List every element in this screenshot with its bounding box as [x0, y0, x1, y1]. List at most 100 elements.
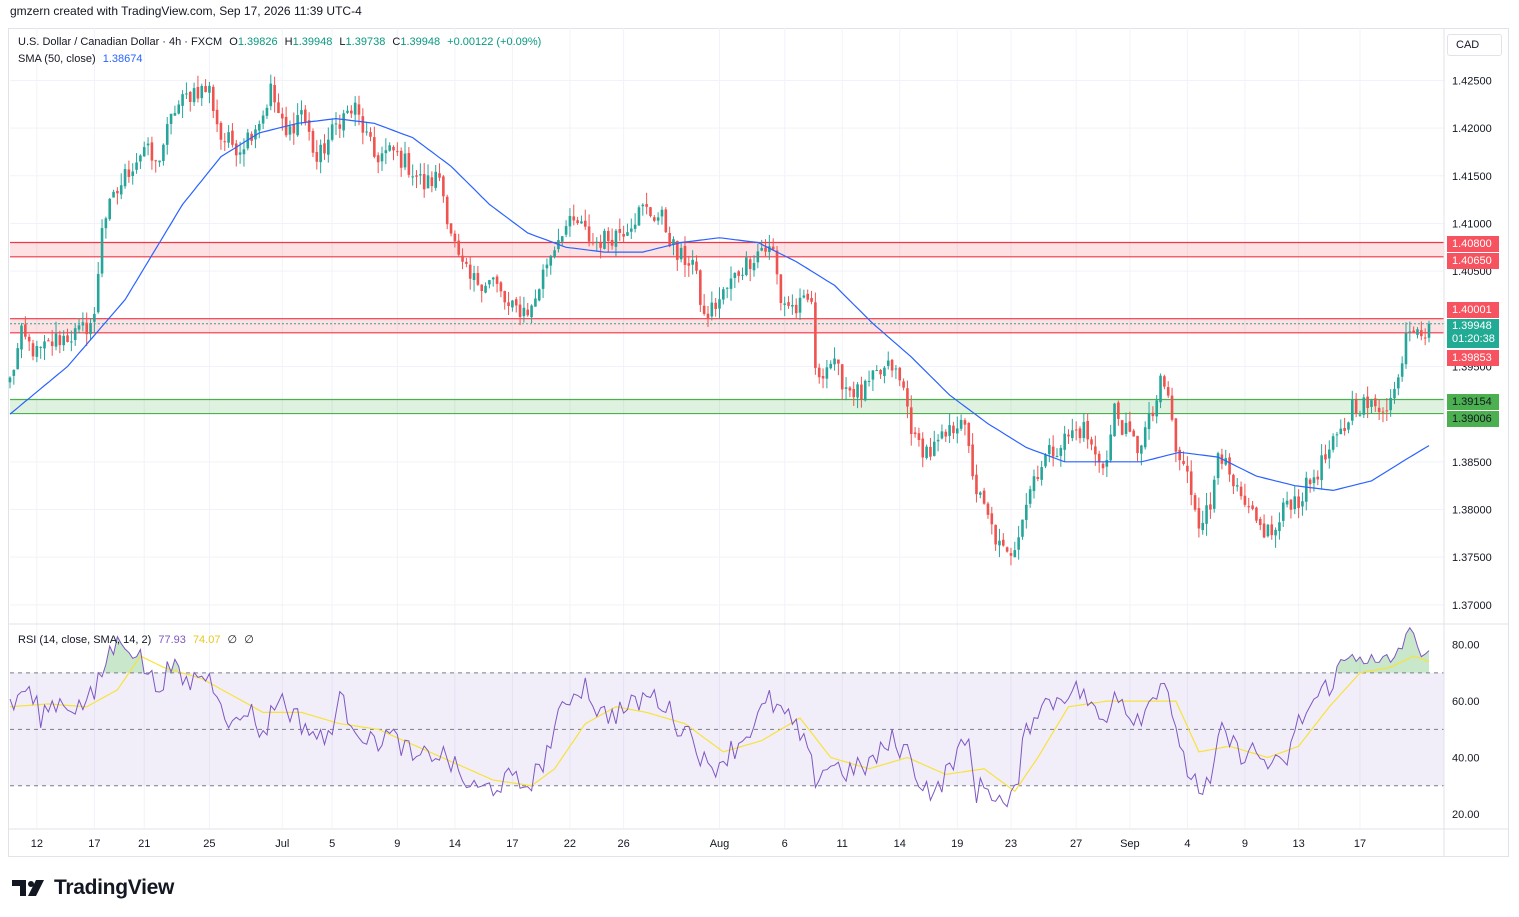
candle-body [311, 130, 315, 153]
candle-body [1232, 474, 1235, 487]
candle-body [1420, 330, 1423, 337]
candle-body [1335, 434, 1339, 436]
candle-body [334, 123, 338, 125]
chart-credit: gmzern created with TradingView.com, Sep… [10, 4, 362, 18]
candle-body [679, 247, 683, 260]
candle-body [986, 503, 990, 515]
candle-body [1308, 479, 1312, 485]
candle-body [1354, 398, 1358, 414]
candle-body [495, 276, 499, 284]
candle-body [62, 335, 65, 346]
candle-body [1101, 463, 1105, 469]
candle-body [81, 322, 85, 326]
candle-body [330, 124, 334, 140]
time-tick-label: 17 [88, 838, 100, 850]
candle-body [898, 367, 902, 381]
candle-body [361, 116, 365, 133]
candle-body [629, 228, 633, 232]
candle-body [1258, 518, 1262, 526]
candle-body [449, 223, 453, 234]
candle-body [127, 169, 131, 177]
candle-body [323, 143, 326, 154]
tradingview-logo[interactable]: TradingView [12, 876, 174, 900]
candle-body [1247, 506, 1251, 508]
candle-body [200, 85, 204, 99]
candle-body [350, 110, 353, 114]
sma-value: 1.38674 [102, 53, 143, 65]
candle-body [1078, 428, 1082, 439]
candle-body [280, 113, 284, 119]
candle-body [472, 273, 476, 281]
candle-body [142, 147, 146, 157]
candle-body [234, 143, 238, 156]
candle-body [1136, 435, 1139, 454]
candle-body [1002, 539, 1005, 546]
candle-body [376, 155, 380, 163]
candle-body [100, 228, 104, 274]
time-tick-label: 25 [203, 838, 215, 850]
candle-body [875, 370, 879, 372]
chart-frame [8, 28, 1509, 857]
rsi-label[interactable]: RSI (14, close, SMA, 14, 2) [18, 634, 152, 646]
candle-body [998, 540, 1001, 546]
candle-body [70, 341, 73, 343]
candle-body [1393, 388, 1396, 399]
candle-body [85, 322, 89, 335]
candle-body [710, 302, 714, 317]
candle-body [8, 377, 12, 383]
low-label: L [339, 36, 346, 48]
candle-body [1228, 457, 1231, 475]
zone3-bottom-tag: 1.39006 [1447, 411, 1499, 427]
candle-body [1377, 407, 1381, 412]
candle-body [192, 88, 196, 103]
candle-body [288, 126, 292, 135]
symbol-title[interactable]: U.S. Dollar / Canadian Dollar · 4h · FXC… [18, 36, 223, 48]
time-tick-label: 14 [449, 838, 461, 850]
candle-body [798, 297, 802, 313]
candle-body [1074, 429, 1078, 431]
candle-body [1397, 377, 1400, 389]
candle-body [112, 191, 115, 198]
candle-body [764, 247, 767, 252]
sma-label[interactable]: SMA (50, close) [18, 53, 96, 65]
candle-body [637, 207, 641, 226]
candle-body [119, 185, 123, 195]
candle-body [580, 221, 583, 224]
rsi-ma-value: 74.07 [192, 634, 221, 646]
candle-body [1400, 363, 1404, 377]
candle-body [725, 287, 729, 289]
candle-body [856, 384, 859, 398]
candle-body [373, 137, 376, 157]
candle-body [921, 438, 925, 458]
candle-body [1090, 439, 1093, 445]
candle-body [626, 232, 629, 236]
rsi-ma-line [9, 655, 1430, 793]
open-label: O [229, 36, 238, 48]
candle-body [403, 153, 407, 168]
candle-body [1366, 396, 1369, 409]
candle-body [1124, 422, 1128, 434]
candle-body [683, 245, 687, 265]
candle-body [1270, 524, 1274, 536]
candle-body [407, 153, 411, 175]
candle-body [1113, 403, 1116, 437]
candle-body [442, 176, 445, 197]
price-tick-label: 1.37000 [1452, 600, 1492, 612]
candle-body [1316, 476, 1320, 480]
high-label: H [284, 36, 293, 48]
candle-body [541, 269, 545, 289]
candle-body [277, 102, 280, 114]
currency-button[interactable]: CAD [1447, 34, 1502, 56]
candle-body [1381, 411, 1385, 413]
candle-body [66, 335, 69, 343]
candle-body [1040, 467, 1043, 480]
candle-body [944, 431, 948, 437]
candle-body [1055, 455, 1059, 458]
time-tick-label: 4 [1184, 838, 1190, 850]
candle-body [165, 124, 169, 145]
sma50-line [9, 117, 1430, 492]
price-tick-label: 1.42500 [1452, 75, 1492, 87]
candle-body [396, 151, 399, 153]
candle-body [1235, 485, 1239, 487]
